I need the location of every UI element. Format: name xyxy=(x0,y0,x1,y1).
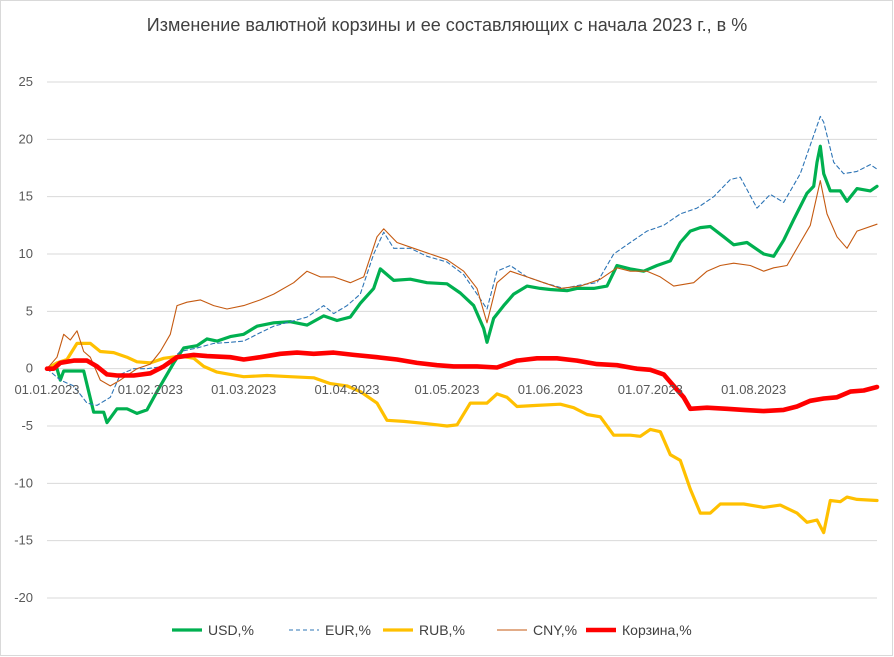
x-tick-label: 01.02.2023 xyxy=(118,382,183,397)
gridlines xyxy=(47,81,877,599)
series-line-2 xyxy=(45,341,879,535)
series-line-3 xyxy=(46,180,878,387)
x-tick-label: 01.01.2023 xyxy=(14,382,79,397)
y-tick-label: 20 xyxy=(19,131,33,146)
x-tick-label: 01.05.2023 xyxy=(414,382,479,397)
y-tick-label: -10 xyxy=(14,475,33,490)
legend-label: RUB,% xyxy=(419,622,465,638)
y-tick-label: -15 xyxy=(14,533,33,548)
y-tick-label: -20 xyxy=(14,590,33,605)
y-tick-label: 10 xyxy=(19,246,33,261)
y-tick-label: -5 xyxy=(21,418,33,433)
x-tick-label: 01.07.2023 xyxy=(618,382,683,397)
series-line-1 xyxy=(46,115,878,406)
legend-label: USD,% xyxy=(208,622,254,638)
x-tick-label: 01.08.2023 xyxy=(721,382,786,397)
y-tick-label: 15 xyxy=(19,189,33,204)
legend-label: EUR,% xyxy=(325,622,371,638)
series-line-4 xyxy=(44,350,880,414)
y-tick-label: 25 xyxy=(19,74,33,89)
legend: USD,% EUR,% RUB,% CNY,% Корзина,% xyxy=(172,622,692,638)
chart-title: Изменение валютной корзины и ее составля… xyxy=(146,15,748,35)
y-tick-label: 0 xyxy=(26,361,33,376)
series-line-0 xyxy=(45,144,879,425)
x-tick-labels: 01.01.2023 01.02.2023 01.03.2023 01.04.2023… xyxy=(14,382,786,397)
y-tick-labels: 25 20 15 10 5 0 -5 -10 -15 -20 xyxy=(14,74,33,605)
y-tick-label: 5 xyxy=(26,303,33,318)
x-tick-label: 01.04.2023 xyxy=(314,382,379,397)
legend-label: CNY,% xyxy=(533,622,577,638)
series-lines xyxy=(44,115,880,535)
legend-label: Корзина,% xyxy=(622,622,692,638)
x-tick-label: 01.03.2023 xyxy=(211,382,276,397)
x-tick-label: 01.06.2023 xyxy=(518,382,583,397)
